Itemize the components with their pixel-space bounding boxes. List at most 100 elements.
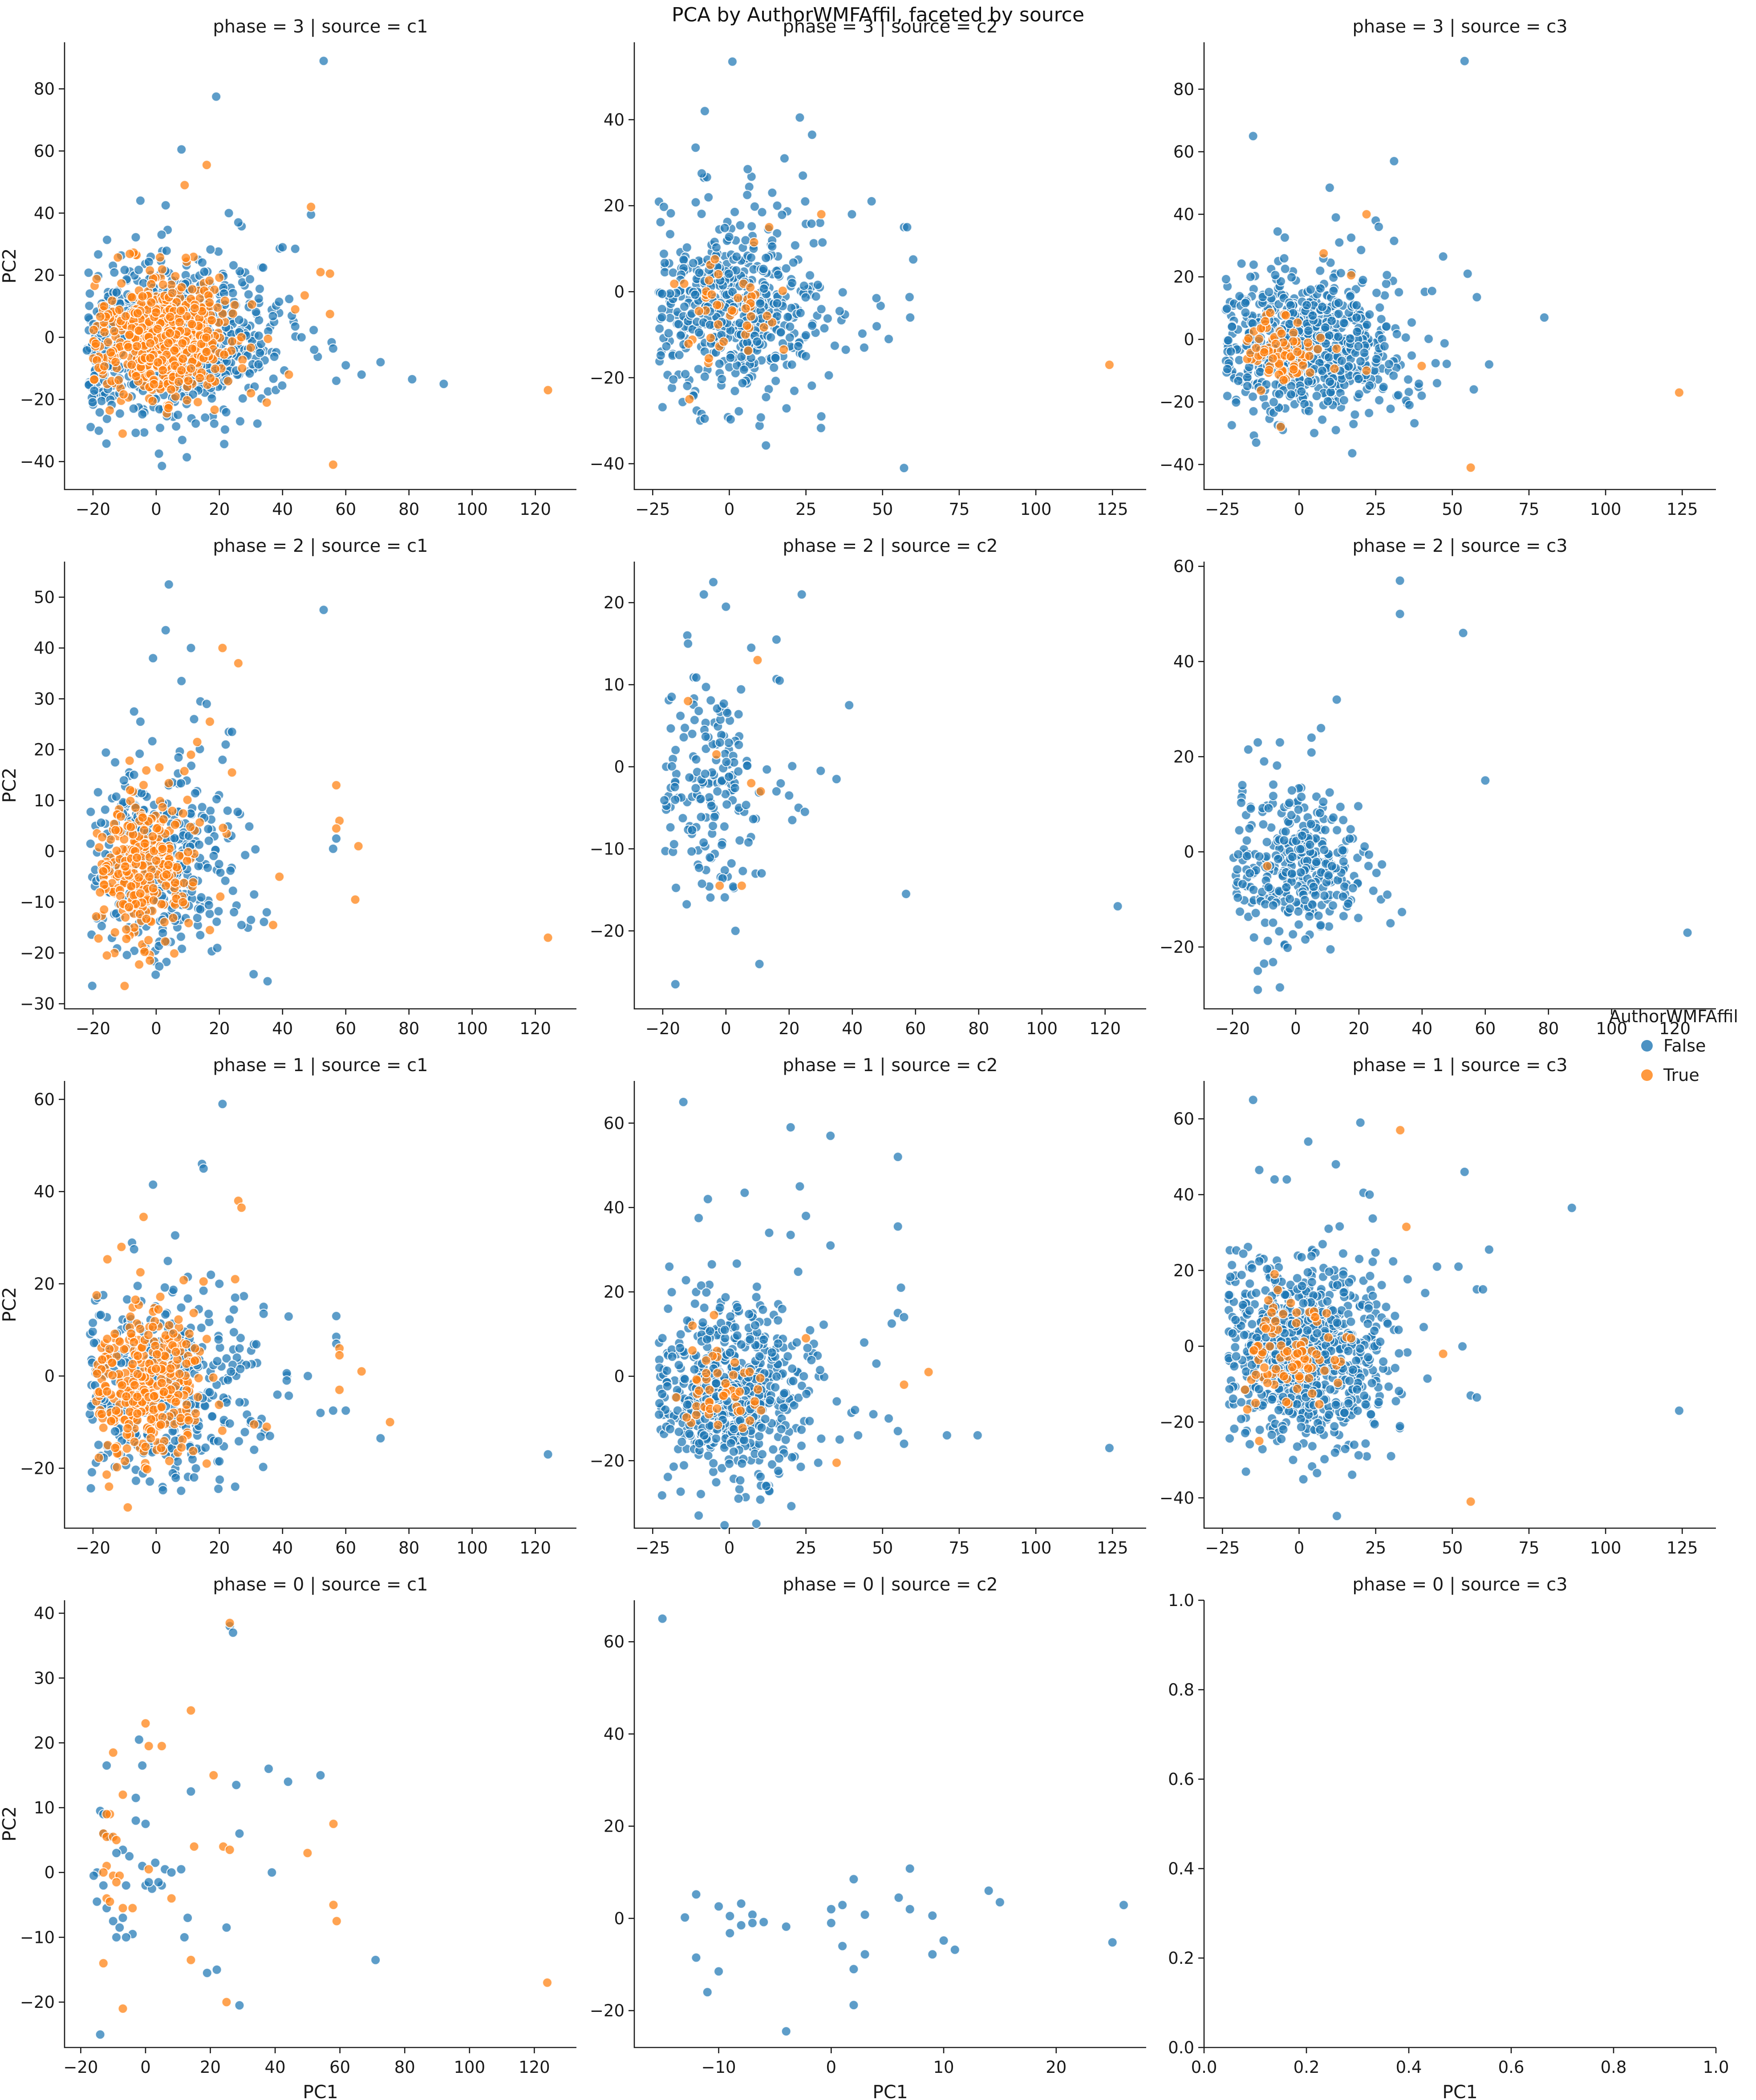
x-tick-label: 20 [1348,1019,1369,1038]
x-tick-label: 60 [335,1538,356,1558]
facet-title: phase = 2 | source = c2 [783,536,998,556]
facet-title: phase = 3 | source = c3 [1352,16,1567,37]
x-tick-label: 0 [721,1019,731,1038]
y-tick-label: 0 [614,1909,625,1928]
y-tick-label: −40 [590,454,625,473]
x-tick-label: 0.6 [1498,2058,1525,2077]
x-tick-label: 100 [1020,500,1052,519]
axes-spines [633,42,1146,490]
x-tick-label: 0 [151,500,162,519]
y-tick-label: −20 [590,368,625,388]
x-tick-label: 100 [1590,500,1622,519]
x-tick-label: 60 [329,2058,350,2077]
x-tick-label: 125 [1097,1538,1128,1558]
scatter-points-true [671,1310,934,1468]
x-tick-label: −25 [1205,500,1240,519]
x-tick-label: 100 [456,500,488,519]
scatter-points-false [81,56,449,471]
scatter-points-false [88,1621,381,2040]
axes-spines [633,1600,1146,2048]
scatter-points-true [91,1195,395,1513]
y-tick-label: 0 [44,328,55,347]
scatter-points-false [1223,1095,1684,1521]
x-tick-label: 125 [1667,1538,1698,1558]
x-tick-label: 100 [456,1538,488,1558]
y-tick-label: 80 [1173,80,1194,99]
x-tick-label: −20 [76,1538,110,1558]
scatter-points-true [91,643,553,991]
y-tick-label: 60 [604,1114,625,1133]
x-tick-label: 25 [1365,500,1386,519]
y-tick-label: −20 [590,922,625,941]
y-tick-label: 0 [614,1367,625,1386]
y-axis-label: PC2 [0,768,20,803]
x-tick-label: −20 [76,1019,110,1038]
x-tick-label: 125 [1097,500,1128,519]
axes-spines [64,42,576,490]
facet-title: phase = 1 | source = c3 [1352,1055,1567,1076]
x-tick-label: 25 [795,500,816,519]
y-tick-label: 40 [34,1182,55,1202]
x-tick-label: −20 [1215,1019,1250,1038]
x-tick-label: 0.8 [1601,2058,1627,2077]
y-tick-label: 10 [34,1798,55,1817]
axes-spines [633,1081,1146,1529]
facet-title: phase = 2 | source = c3 [1352,536,1567,556]
figure-title: PCA by AuthorWMFAffil, faceted by source [671,4,1085,26]
axes-spines [64,1081,576,1529]
x-tick-label: 80 [398,1538,419,1558]
y-tick-label: 40 [1173,205,1194,224]
scatter-points-true [1240,1125,1476,1507]
x-tick-label: 1.0 [1703,2058,1729,2077]
y-tick-label: 0.6 [1168,1770,1194,1789]
x-tick-label: −25 [1205,1538,1240,1558]
y-tick-label: −20 [20,1993,55,2012]
y-tick-label: −20 [590,1451,625,1470]
y-tick-label: 40 [604,110,625,129]
scatter-points-false [1228,575,1693,995]
facet-title: phase = 1 | source = c2 [783,1055,998,1076]
x-tick-label: 25 [1365,1538,1386,1558]
x-tick-label: 80 [398,500,419,519]
x-tick-label: 120 [519,1019,551,1038]
scatter-points-false [653,1097,1115,1530]
y-tick-label: 60 [34,142,55,161]
y-tick-label: 0.8 [1168,1680,1194,1699]
legend-label-false: False [1663,1036,1706,1056]
x-tick-label: 20 [209,1019,230,1038]
y-tick-label: 50 [34,588,55,607]
x-tick-label: 40 [1411,1019,1432,1038]
y-tick-label: 0 [1184,1337,1194,1356]
y-tick-label: 30 [34,689,55,708]
x-tick-label: 0 [826,2058,837,2077]
x-tick-label: 0 [140,2058,151,2077]
legend-title: AuthorWMFAffil [1609,1007,1738,1026]
y-tick-label: 60 [604,1632,625,1651]
scatter-points-true [1242,209,1684,473]
y-tick-label: −20 [1160,1413,1194,1432]
y-tick-label: 10 [34,791,55,810]
x-tick-label: 0 [1294,500,1305,519]
x-tick-label: −20 [76,500,110,519]
x-tick-label: 0 [724,1538,735,1558]
y-tick-label: 40 [34,204,55,223]
y-tick-label: 0.0 [1168,2038,1194,2057]
x-tick-label: 0.0 [1191,2058,1217,2077]
y-tick-label: −40 [1160,1489,1194,1508]
x-tick-label: 0 [1290,1019,1301,1038]
y-tick-label: 40 [604,1198,625,1217]
x-tick-label: 25 [795,1538,816,1558]
facet-phase-1-source-c2: phase = 1 | source = c2 −25 0 25 50 75 100 125 −… [590,1055,1146,1558]
x-tick-label: 100 [1026,1019,1058,1038]
legend-marker-false-icon [1641,1040,1653,1052]
x-tick-label: −25 [635,1538,670,1558]
x-tick-label: −10 [702,2058,736,2077]
facet-title: phase = 0 | source = c1 [213,1574,428,1595]
axes-spines [1203,562,1716,1010]
y-tick-label: −10 [20,893,55,912]
x-tick-label: 20 [779,1019,799,1038]
y-axis-label: PC2 [0,1287,20,1322]
x-tick-label: −20 [63,2058,98,2077]
x-tick-label: 120 [519,2058,550,2077]
